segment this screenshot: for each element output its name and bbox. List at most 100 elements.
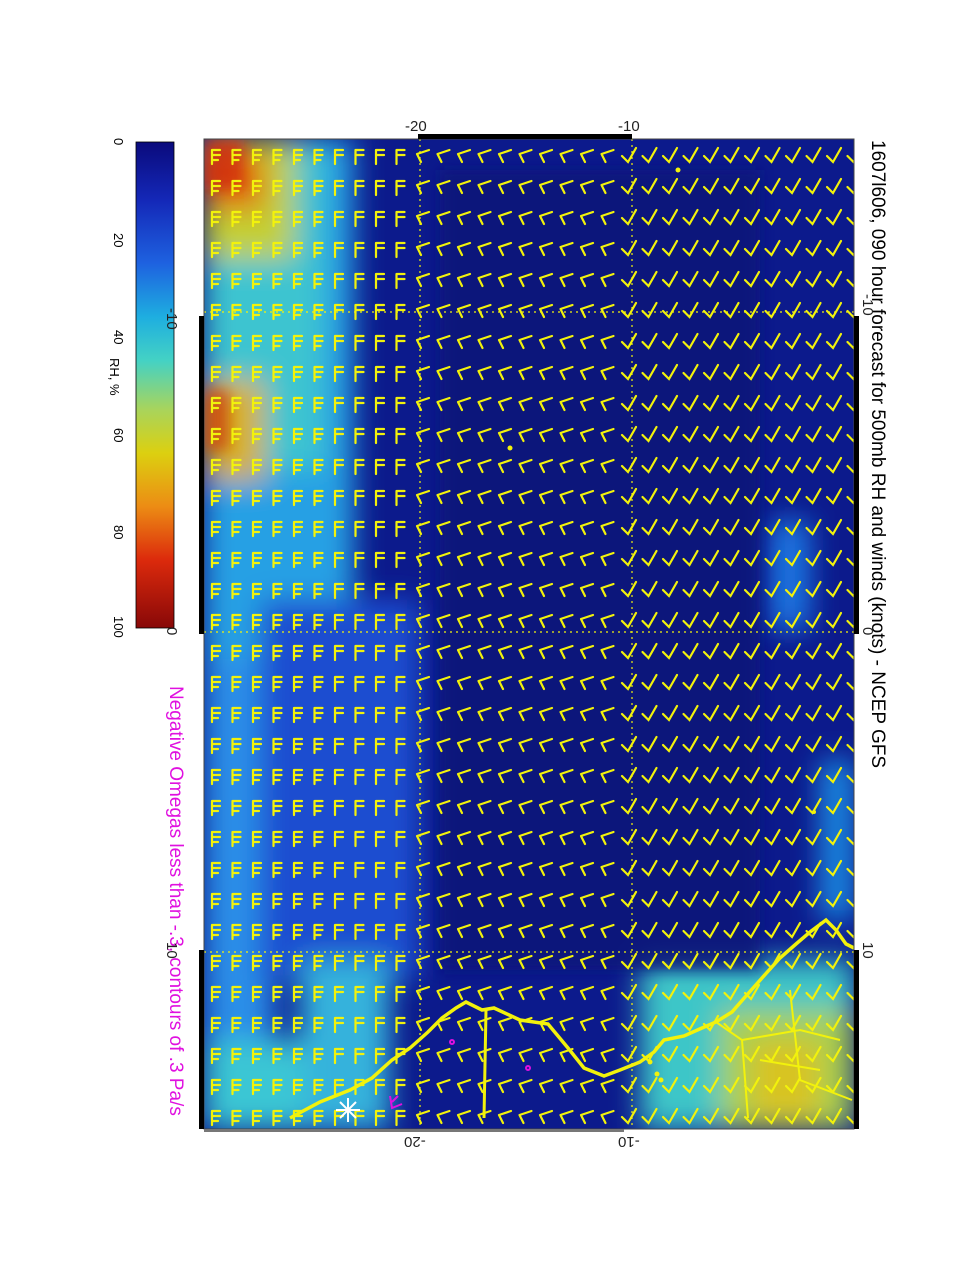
wind-barb — [456, 954, 472, 970]
wind-barb — [559, 768, 574, 784]
wind-barb — [538, 1047, 554, 1063]
wind-barb — [497, 1078, 513, 1094]
wind-barb — [743, 952, 761, 970]
wind-barb — [825, 673, 843, 691]
wind-barb — [292, 179, 304, 197]
wind-barb — [313, 737, 324, 755]
wind-barb — [231, 365, 242, 383]
wind-barb — [723, 921, 740, 939]
wind-barb — [600, 923, 615, 939]
wind-barb — [251, 861, 263, 879]
wind-barb — [292, 830, 304, 848]
wind-barb — [333, 1047, 345, 1065]
wind-barb — [374, 675, 386, 693]
wind-barb — [620, 1076, 638, 1094]
wind-barb — [456, 489, 472, 505]
wind-barb — [538, 551, 554, 567]
wind-barb — [231, 210, 242, 228]
wind-barb — [764, 177, 781, 195]
wind-barb — [538, 861, 554, 877]
wind-barb — [436, 148, 451, 164]
wind-barb — [784, 735, 802, 753]
wind-barb — [272, 520, 283, 538]
wind-barb — [415, 923, 431, 939]
wind-barb — [518, 241, 533, 257]
wind-barb — [374, 365, 386, 383]
wind-barb — [600, 1016, 615, 1032]
wind-barb — [436, 954, 451, 970]
wind-barb — [292, 954, 304, 972]
wind-barb — [354, 892, 365, 910]
wind-barb — [600, 675, 615, 691]
wind-barb — [723, 301, 740, 319]
wind-barb — [764, 332, 781, 350]
wind-barb — [702, 425, 720, 443]
wind-barb — [456, 365, 472, 381]
wind-barb — [641, 1045, 658, 1063]
wind-barb — [292, 675, 304, 693]
wind-barb — [682, 1076, 699, 1094]
wind-barb — [415, 272, 431, 288]
wind-barb — [579, 1016, 595, 1032]
wind-barb — [210, 737, 222, 755]
wind-barb — [723, 456, 740, 474]
wind-barb — [682, 673, 699, 691]
wind-barb — [497, 644, 513, 660]
wind-barb — [620, 332, 638, 350]
wind-barb — [477, 644, 492, 660]
wind-barb — [559, 1047, 574, 1063]
colorbar-tick: 60 — [111, 428, 126, 443]
wind-barb — [374, 799, 386, 817]
wind-barb — [641, 983, 658, 1001]
wind-barb — [805, 394, 822, 412]
wind-barb — [497, 272, 513, 288]
wind-barb — [682, 549, 699, 567]
wind-barb — [764, 1107, 781, 1125]
colorbar-tick: 100 — [111, 616, 126, 638]
wind-barb — [784, 425, 802, 443]
wind-barb — [641, 363, 658, 381]
wind-barb — [395, 985, 406, 1003]
wind-barb — [579, 148, 595, 164]
lat-label-top: -20 — [405, 118, 427, 135]
wind-barb — [251, 954, 263, 972]
wind-barb — [641, 1076, 658, 1094]
wind-barb — [682, 301, 699, 319]
wind-barb — [292, 923, 304, 941]
wind-barb — [518, 458, 533, 474]
wind-barb — [702, 301, 720, 319]
wind-barb — [723, 177, 740, 195]
wind-barb — [825, 177, 843, 195]
wind-barb — [641, 735, 658, 753]
wind-barb — [231, 737, 242, 755]
wind-barb — [497, 334, 513, 350]
wind-barb — [538, 334, 554, 350]
wind-barb — [538, 179, 554, 195]
wind-barb — [374, 861, 386, 879]
wind-barb — [743, 425, 761, 443]
wind-barb — [477, 303, 492, 319]
wind-barb — [805, 828, 822, 846]
wind-barb — [825, 859, 843, 877]
wind-barb — [743, 766, 761, 784]
wind-barb — [395, 892, 406, 910]
wind-barb — [415, 830, 431, 846]
wind-barb — [374, 1109, 386, 1127]
wind-barb — [620, 828, 638, 846]
wind-barb — [825, 797, 843, 815]
wind-barb — [231, 241, 242, 259]
wind-barb — [477, 737, 492, 753]
wind-barb — [805, 921, 822, 939]
wind-barb — [764, 456, 781, 474]
wind-barb — [743, 704, 761, 722]
wind-barb — [723, 1045, 740, 1063]
wind-barb — [477, 954, 492, 970]
wind-barb — [825, 208, 843, 226]
wind-barb — [641, 704, 658, 722]
wind-barb — [436, 892, 451, 908]
wind-barb — [600, 644, 615, 660]
wind-barb — [518, 1016, 533, 1032]
wind-barb — [251, 613, 263, 631]
wind-barb — [538, 613, 554, 629]
wind-barb — [682, 859, 699, 877]
